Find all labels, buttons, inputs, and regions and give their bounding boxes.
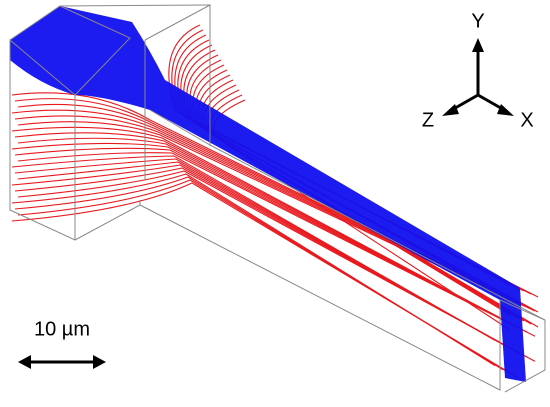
scale-bar: 10 µm <box>18 318 106 369</box>
streamline <box>14 167 528 358</box>
streamline <box>11 142 520 329</box>
streamline <box>17 121 536 312</box>
streamline <box>17 179 512 375</box>
streamline <box>11 164 520 354</box>
z-axis-label: Z <box>422 109 434 131</box>
streamline <box>11 173 496 367</box>
streamline <box>17 137 512 325</box>
y-axis-label: Y <box>471 10 484 32</box>
streamline <box>11 155 496 341</box>
streamline <box>17 103 512 299</box>
axis-triad: Y Z X <box>422 10 534 131</box>
streamline <box>14 176 504 371</box>
fluid-region <box>10 6 526 382</box>
streamline <box>14 158 504 346</box>
streamline <box>17 152 536 337</box>
streamline <box>11 182 520 379</box>
streamline <box>17 161 512 350</box>
streamline <box>171 29 518 289</box>
scale-bar-label: 10 µm <box>34 318 90 340</box>
streamline <box>14 147 528 333</box>
streamline <box>14 115 528 308</box>
streamline <box>11 109 520 304</box>
streamline <box>11 126 496 316</box>
streamline <box>14 132 504 320</box>
streamline <box>11 92 496 291</box>
streamline <box>180 44 539 298</box>
streamline <box>14 98 504 295</box>
channel-outline <box>9 4 546 393</box>
x-axis-label: X <box>520 109 533 131</box>
streamline <box>17 170 536 362</box>
